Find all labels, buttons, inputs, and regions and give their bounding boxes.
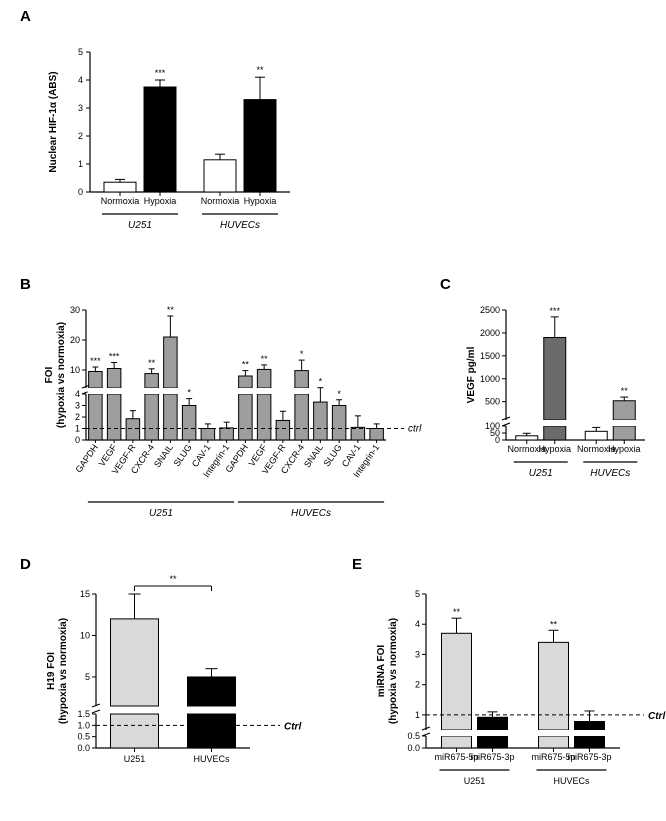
svg-text:U251: U251 (149, 508, 173, 519)
svg-text:15: 15 (80, 589, 90, 599)
svg-text:HUVECs: HUVECs (220, 220, 260, 231)
panel-label-c: C (440, 276, 451, 293)
svg-text:1.5: 1.5 (77, 709, 90, 719)
chart-b: 01234102030FOI(hypoxia vs normoxia)***GA… (40, 300, 420, 540)
svg-text:HUVECs: HUVECs (291, 508, 331, 519)
svg-text:U251: U251 (529, 468, 553, 479)
svg-text:1.0: 1.0 (77, 720, 90, 730)
svg-text:30: 30 (70, 305, 80, 315)
svg-text:(hypoxia vs normoxia): (hypoxia vs normoxia) (388, 618, 399, 724)
svg-text:**: ** (453, 607, 461, 617)
svg-text:1: 1 (415, 710, 420, 720)
panel-label-e: E (352, 556, 362, 573)
svg-text:Normoxia: Normoxia (201, 196, 240, 206)
svg-text:SNAIL: SNAIL (302, 442, 325, 469)
svg-text:SNAIL: SNAIL (152, 442, 175, 469)
svg-text:0: 0 (78, 187, 83, 197)
svg-text:Hypoxia: Hypoxia (608, 444, 641, 454)
svg-text:Hypoxia: Hypoxia (244, 196, 277, 206)
svg-text:**: ** (256, 65, 264, 75)
svg-text:3: 3 (78, 103, 83, 113)
svg-text:1: 1 (75, 424, 80, 434)
svg-text:4: 4 (78, 75, 83, 85)
svg-text:100: 100 (485, 421, 500, 431)
svg-text:2000: 2000 (480, 328, 500, 338)
svg-text:4: 4 (75, 389, 80, 399)
svg-text:**: ** (242, 360, 250, 370)
panel-label-d: D (20, 556, 31, 573)
svg-text:FOI: FOI (44, 366, 55, 383)
svg-text:*: * (337, 389, 341, 399)
svg-text:(hypoxia vs normoxia): (hypoxia vs normoxia) (58, 618, 69, 724)
svg-text:4: 4 (415, 619, 420, 629)
svg-text:ctrl: ctrl (408, 424, 422, 435)
chart-a: 0 1 2 3 4 5 Nuclear HIF-1α (ABS) Normoxia *** Hyp… (40, 32, 300, 252)
panel-label-a: A (20, 8, 31, 25)
svg-text:***: *** (109, 352, 120, 362)
svg-text:1: 1 (78, 159, 83, 169)
svg-text:Hypoxia: Hypoxia (144, 196, 177, 206)
svg-text:5: 5 (415, 589, 420, 599)
svg-text:0.5: 0.5 (77, 732, 90, 742)
svg-text:HUVECs: HUVECs (553, 776, 590, 786)
svg-text:2500: 2500 (480, 305, 500, 315)
svg-text:20: 20 (70, 335, 80, 345)
svg-text:3: 3 (75, 401, 80, 411)
chart-c: 0501005001000150020002500VEGF pg/mlNormo… (460, 300, 660, 510)
svg-text:0.0: 0.0 (77, 743, 90, 753)
svg-text:500: 500 (485, 397, 500, 407)
svg-text:3: 3 (415, 649, 420, 659)
svg-text:Nuclear HIF-1α (ABS): Nuclear HIF-1α (ABS) (48, 71, 59, 172)
svg-text:0.5: 0.5 (407, 731, 420, 741)
svg-text:**: ** (261, 354, 269, 364)
svg-text:U251: U251 (124, 754, 146, 764)
svg-text:U251: U251 (464, 776, 486, 786)
svg-text:2: 2 (415, 680, 420, 690)
svg-text:1500: 1500 (480, 351, 500, 361)
svg-text:**: ** (169, 574, 177, 584)
panel-label-b: B (20, 276, 31, 293)
svg-text:*: * (319, 377, 323, 387)
svg-text:Ctrl: Ctrl (648, 711, 665, 722)
svg-text:miR675-3p: miR675-3p (567, 752, 611, 762)
svg-text:**: ** (550, 619, 558, 629)
svg-text:2: 2 (78, 131, 83, 141)
svg-text:0: 0 (75, 435, 80, 445)
svg-text:VEGF pg/ml: VEGF pg/ml (466, 346, 477, 403)
svg-text:5: 5 (78, 47, 83, 57)
svg-text:Ctrl: Ctrl (284, 721, 301, 732)
chart-e: 0.0 0.5 1 2 3 4 5 miRNA FOI(hypoxia vs normoxia… (370, 580, 660, 800)
svg-text:H19 FOI: H19 FOI (46, 652, 57, 690)
svg-text:10: 10 (80, 630, 90, 640)
svg-text:***: *** (90, 356, 101, 366)
svg-text:Hypoxia: Hypoxia (538, 444, 571, 454)
chart-d: 0.00.5 1.01.5 5 10 15 H19 FOI(hypoxia vs norm… (40, 580, 320, 800)
svg-text:miRNA FOI: miRNA FOI (376, 645, 387, 698)
svg-text:***: *** (549, 306, 560, 316)
svg-text:**: ** (621, 386, 629, 396)
svg-text:0.0: 0.0 (407, 743, 420, 753)
svg-text:**: ** (167, 305, 175, 315)
svg-text:miR675-3p: miR675-3p (470, 752, 514, 762)
svg-text:HUVECs: HUVECs (193, 754, 230, 764)
svg-text:U251: U251 (128, 220, 152, 231)
svg-text:*: * (300, 349, 304, 359)
svg-text:1000: 1000 (480, 374, 500, 384)
svg-text:HUVECs: HUVECs (590, 468, 630, 479)
svg-text:10: 10 (70, 365, 80, 375)
svg-text:Normoxia: Normoxia (101, 196, 140, 206)
svg-text:*: * (187, 388, 191, 398)
svg-text:(hypoxia vs normoxia): (hypoxia vs normoxia) (56, 322, 67, 428)
svg-text:2: 2 (75, 412, 80, 422)
svg-text:5: 5 (85, 672, 90, 682)
svg-text:***: *** (155, 68, 166, 78)
svg-text:**: ** (148, 358, 156, 368)
svg-text:GAPDH: GAPDH (73, 442, 100, 474)
